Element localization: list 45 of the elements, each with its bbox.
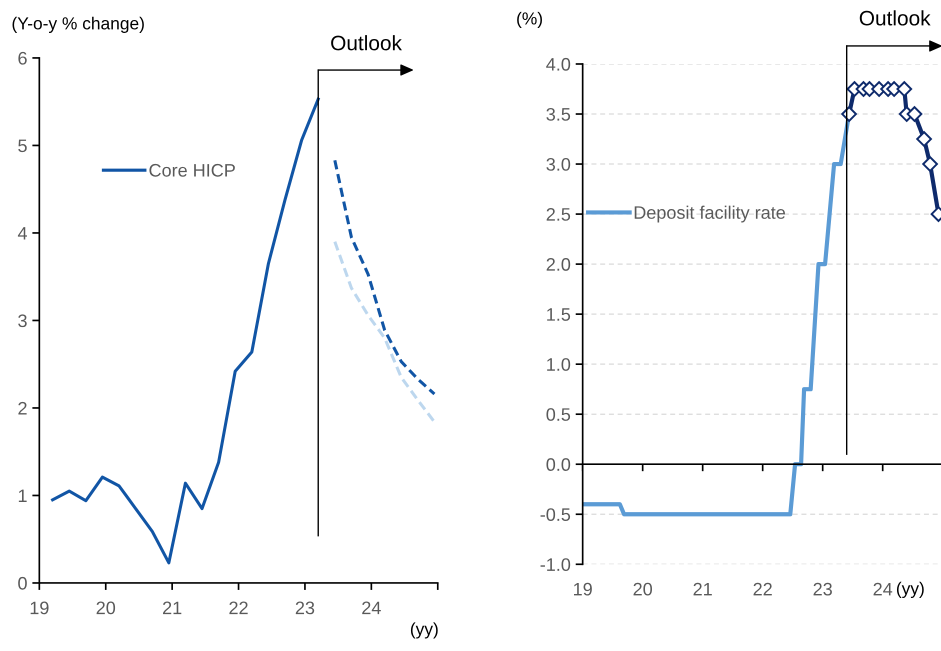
- x-tick-label: 24: [874, 582, 892, 596]
- point: [916, 131, 932, 147]
- x-tick-label: 21: [694, 582, 712, 596]
- point: [922, 156, 938, 172]
- x-tick-label: 22: [229, 602, 248, 614]
- point: [896, 81, 912, 97]
- x-axis-title: (yy): [410, 622, 438, 639]
- y-axis-title: (Y-o-y % change): [12, 16, 144, 33]
- y-tick-label: 1.0: [547, 358, 570, 371]
- x-tick-label: 23: [814, 582, 832, 596]
- x-tick-label: 19: [30, 602, 49, 614]
- x-tick-label: 20: [634, 582, 652, 596]
- point: [906, 106, 922, 122]
- x-tick-label: 20: [96, 602, 116, 614]
- x-tick-label: 21: [163, 602, 182, 614]
- y-tick-label: 4: [18, 227, 27, 240]
- y-tick-label: -0.5: [540, 508, 570, 521]
- y-tick-label: 0.0: [546, 458, 570, 471]
- y-tick-label: 5: [18, 140, 27, 152]
- ref-line-label: Outlook: [331, 35, 402, 50]
- y-tick-label: 2.5: [546, 208, 570, 221]
- line-series: [333, 240, 436, 424]
- y-tick-label: 0: [18, 576, 27, 590]
- y-tick-label: 3.0: [546, 158, 570, 171]
- y-tick-label: 1.5: [547, 308, 570, 321]
- y-tick-label: -1.0: [540, 558, 570, 572]
- y-tick-label: 2: [18, 402, 27, 414]
- line-series: [51, 98, 320, 564]
- x-tick-label: 23: [296, 602, 314, 614]
- x-tick-label: 19: [574, 582, 592, 596]
- y-tick-label: 4.0: [546, 58, 570, 71]
- x-axis-title: (yy): [896, 582, 924, 598]
- legend-label: Core HICP: [149, 164, 235, 177]
- y-tick-label: 0.5: [546, 408, 570, 421]
- x-tick-label: 22: [754, 582, 772, 596]
- y-tick-label: 2.0: [546, 258, 570, 271]
- x-tick-label: 24: [362, 602, 381, 614]
- y-tick-label: 3: [18, 314, 27, 328]
- legend-label: Deposit facility rate: [634, 206, 785, 222]
- ref-line-label: Outlook: [860, 10, 931, 26]
- y-tick-label: 6: [18, 52, 27, 65]
- y-tick-label: 1: [18, 490, 27, 502]
- y-axis-title: (%): [517, 12, 542, 28]
- y-tick-label: 3.5: [546, 108, 570, 121]
- line-series: [333, 158, 436, 396]
